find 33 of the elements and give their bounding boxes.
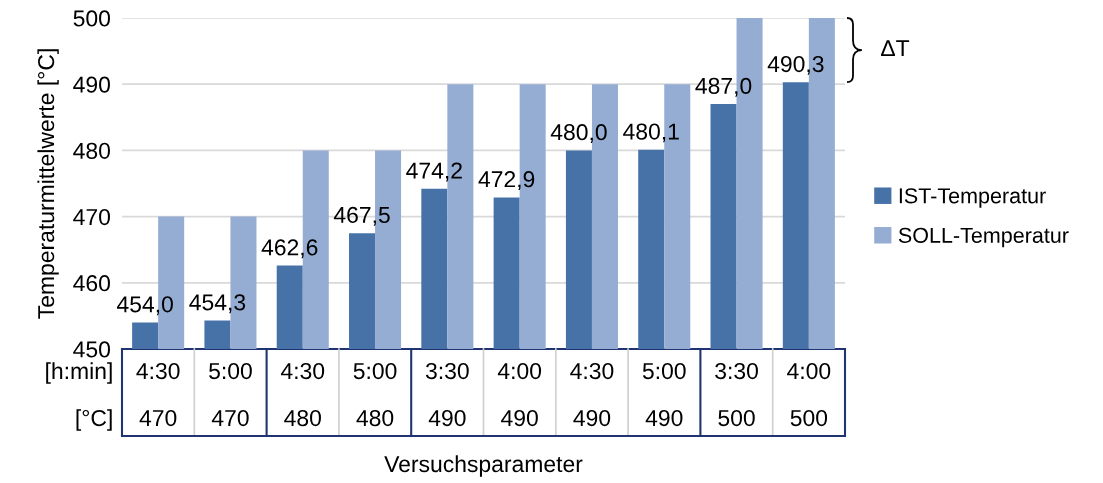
data-label: 480,1 bbox=[623, 123, 679, 143]
data-label: 454,0 bbox=[116, 296, 173, 316]
data-label: 472,9 bbox=[478, 171, 535, 191]
category-label: 4:00 500 bbox=[787, 362, 831, 427]
y-axis-title: Temperaturmittelwerte [°C] bbox=[37, 49, 59, 319]
category-label: 3:30 490 bbox=[425, 362, 469, 427]
category-label: 5:00 490 bbox=[642, 362, 686, 427]
category-label: 4:30 490 bbox=[570, 362, 614, 427]
y-tick-label: 480 bbox=[73, 142, 110, 159]
x-axis-title: Versuchsparameter bbox=[384, 455, 583, 477]
category-label: 4:00 490 bbox=[497, 362, 542, 427]
data-label: 487,0 bbox=[695, 77, 752, 97]
category-label: 4:30 480 bbox=[280, 362, 325, 427]
y-tick-label: 450 bbox=[73, 341, 110, 358]
y-tick-label: 470 bbox=[73, 208, 110, 226]
category-label: 5:00 470 bbox=[209, 362, 252, 427]
text: [°C] bbox=[76, 409, 112, 431]
data-label: 490,3 bbox=[767, 55, 824, 75]
legend-label: SOLL-Temperatur bbox=[898, 227, 1069, 248]
data-label: 462,6 bbox=[261, 239, 318, 259]
data-label: 474,2 bbox=[406, 162, 462, 182]
y-tick-label: 490 bbox=[73, 76, 110, 93]
data-label: 454,3 bbox=[189, 294, 246, 314]
y-tick-label: 500 bbox=[73, 10, 110, 27]
category-label: 3:30 500 bbox=[715, 362, 758, 427]
text: [h:min] bbox=[46, 362, 112, 384]
category-label: 4:30 470 bbox=[136, 362, 180, 427]
data-label: 480,0 bbox=[550, 124, 607, 144]
legend-label: IST-Temperatur bbox=[899, 188, 1046, 208]
y-tick-label: 460 bbox=[73, 275, 110, 292]
data-label: 467,5 bbox=[333, 206, 390, 226]
text: ΔT bbox=[881, 40, 910, 57]
category-label: 5:00 480 bbox=[353, 362, 397, 427]
